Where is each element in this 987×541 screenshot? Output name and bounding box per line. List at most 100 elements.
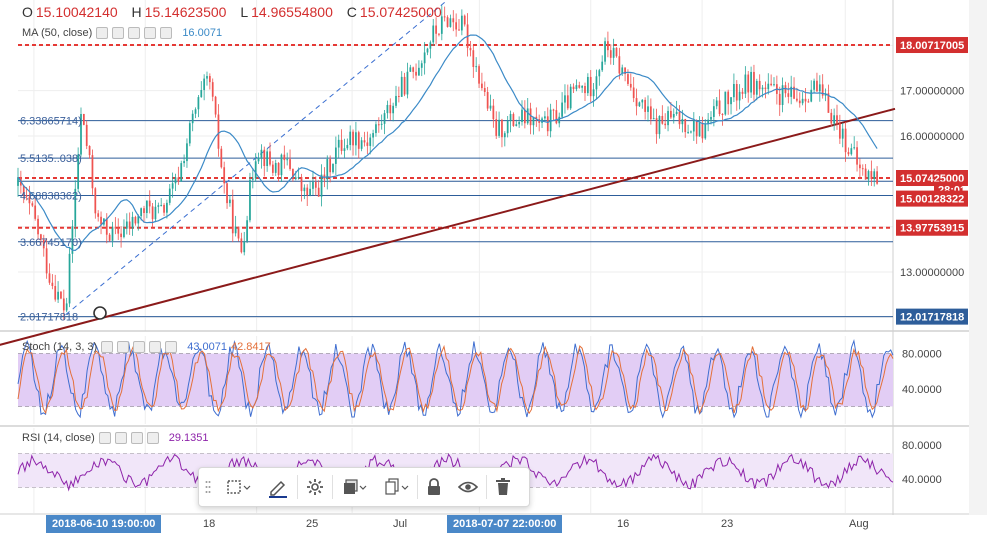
- candle-body: [283, 154, 286, 161]
- candle-body: [469, 48, 472, 51]
- candle-body: [226, 183, 228, 204]
- ma-legend-value: 16.0071: [182, 27, 223, 39]
- close-value: 15.07425000: [359, 4, 442, 20]
- candle-body: [873, 171, 876, 180]
- settings-icon[interactable]: [117, 341, 130, 353]
- candle-body: [48, 273, 51, 283]
- toolbar-separator: [297, 475, 298, 499]
- drawing-toolbar[interactable]: [198, 467, 530, 507]
- candle-body: [624, 67, 626, 75]
- candle-body: [649, 106, 652, 120]
- more-icon[interactable]: [144, 27, 157, 39]
- candle-body: [166, 202, 168, 213]
- candle-body: [94, 188, 97, 214]
- more-icon[interactable]: [146, 432, 159, 444]
- candle-body: [526, 108, 529, 124]
- toolbar-grip-handle[interactable]: [199, 468, 217, 506]
- price-tag-level_14: 13.97753915: [900, 223, 964, 235]
- candle-body: [767, 83, 770, 90]
- settings-icon[interactable]: [112, 27, 125, 39]
- line-color-button[interactable]: [259, 468, 297, 506]
- candle-body: [755, 80, 758, 95]
- candle-body: [163, 204, 165, 213]
- trend-lines[interactable]: [0, 0, 896, 351]
- candle-body: [561, 102, 563, 117]
- stoch-d-line: [17, 344, 894, 415]
- candle-body: [793, 86, 795, 99]
- candle-body: [618, 56, 621, 74]
- candle-body: [326, 159, 329, 180]
- stoch-legend[interactable]: Stoch (14, 3, 3) 43.0071 42.8417: [22, 341, 271, 353]
- close-icon[interactable]: [160, 27, 173, 39]
- candle-body: [847, 152, 850, 155]
- settings-button[interactable]: [298, 468, 332, 506]
- ohlc-header: O 15.10042140 H 15.14623500 L 14.96554800 C…: [22, 4, 452, 20]
- candle-body: [481, 83, 483, 89]
- candle-body: [186, 143, 188, 162]
- candle-body: [206, 76, 208, 79]
- settings-icon[interactable]: [114, 432, 127, 444]
- candle-body: [294, 177, 297, 180]
- eye-icon[interactable]: [96, 27, 109, 39]
- high-key: H: [131, 4, 142, 20]
- candle-body: [695, 120, 698, 137]
- source-icon[interactable]: [130, 432, 143, 444]
- lock-icon: [428, 478, 440, 495]
- candle-body: [105, 218, 108, 235]
- candle-body: [495, 119, 498, 136]
- lock-button[interactable]: [418, 468, 450, 506]
- rsi-legend[interactable]: RSI (14, close) 29.1351: [22, 432, 209, 444]
- candle-body: [320, 174, 323, 197]
- candle-body: [818, 84, 821, 92]
- candle-body: [478, 66, 480, 84]
- eye-icon: [458, 481, 478, 493]
- candle-body: [864, 168, 867, 180]
- candle-body: [707, 119, 710, 124]
- drawing-template-button[interactable]: [217, 468, 259, 506]
- source-icon[interactable]: [133, 341, 146, 353]
- candle-body: [515, 124, 518, 126]
- visual-order-button[interactable]: [333, 468, 375, 506]
- candle-body: [460, 15, 463, 31]
- eye-icon[interactable]: [98, 432, 111, 444]
- toolbar-separator: [417, 475, 418, 499]
- candle-body: [532, 116, 535, 126]
- candle-body: [627, 74, 629, 84]
- candle-body: [203, 78, 206, 91]
- candle-body: [838, 123, 841, 139]
- candle-body: [690, 131, 692, 133]
- delete-button[interactable]: [487, 468, 519, 506]
- clone-icon: [385, 478, 409, 495]
- candle-body: [552, 109, 555, 111]
- eye-icon[interactable]: [101, 341, 114, 353]
- time-tick: 25: [306, 518, 319, 530]
- candle-body: [40, 234, 42, 240]
- close-icon[interactable]: [165, 341, 178, 353]
- price-axis[interactable]: 17.00000000 16.00000000 13.00000000: [900, 86, 964, 279]
- hide-button[interactable]: [450, 468, 486, 506]
- horizontal-levels[interactable]: [18, 44, 893, 318]
- candle-body: [65, 303, 68, 311]
- candle-body: [251, 178, 254, 180]
- candle-body: [753, 71, 755, 95]
- drawing-template-icon: [227, 480, 251, 494]
- candle-body: [503, 133, 506, 138]
- right-scrollbar[interactable]: [969, 0, 987, 515]
- candle-body: [672, 113, 675, 118]
- trendline-anchor-handle[interactable]: [93, 306, 107, 320]
- stoch-legend-k: 43.0071: [187, 341, 227, 353]
- ma-legend[interactable]: MA (50, close) 16.0071: [22, 27, 222, 39]
- candle-body: [784, 85, 787, 94]
- candle-body: [25, 195, 28, 197]
- candle-body: [681, 118, 684, 125]
- candle-body: [529, 108, 532, 126]
- source-icon[interactable]: [128, 27, 141, 39]
- candle-body: [277, 162, 280, 176]
- candle-body: [271, 164, 274, 173]
- clone-button[interactable]: [375, 468, 417, 506]
- candle-body: [17, 177, 19, 186]
- more-icon[interactable]: [149, 341, 162, 353]
- candle-body: [810, 89, 813, 102]
- candle-body: [274, 162, 277, 173]
